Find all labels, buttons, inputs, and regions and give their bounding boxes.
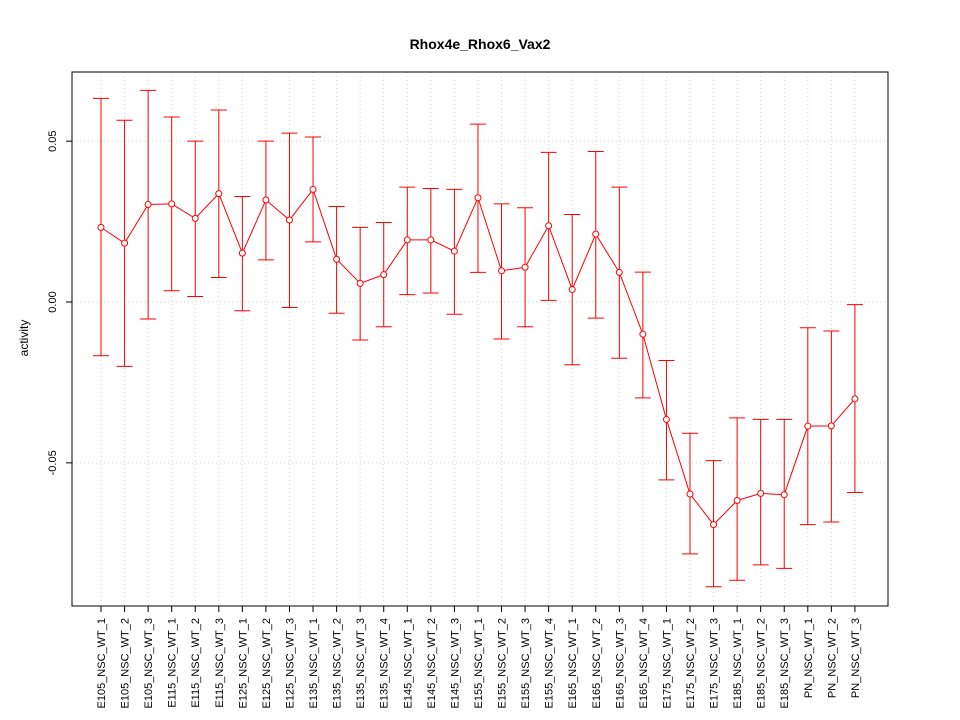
data-point (262, 196, 270, 204)
data-point (215, 190, 223, 198)
data-point (144, 201, 152, 209)
data-point (639, 330, 647, 338)
x-tick-label: PN_NSC_WT_3 (850, 618, 862, 698)
x-tick-label: E175_NSC_WT_2 (685, 618, 697, 709)
x-tick-label: E145_NSC_WT_3 (449, 618, 461, 709)
x-tick-label: E125_NSC_WT_1 (237, 618, 249, 709)
data-point (662, 415, 670, 423)
plot-frame (71, 71, 889, 607)
x-tick-label: E165_NSC_WT_2 (591, 618, 603, 709)
x-tick-label: E165_NSC_WT_4 (638, 618, 650, 709)
data-point (121, 239, 129, 247)
axes: -0.05 0.00 0.05 E105_NSC_WT_1 E105_NSC_WT_2 E… (47, 130, 862, 708)
x-tick-label: PN_NSC_WT_2 (826, 618, 838, 698)
x-tick-label: E125_NSC_WT_2 (261, 618, 273, 709)
data-point (97, 223, 105, 231)
data-point (686, 490, 694, 498)
x-tick-label: E185_NSC_WT_1 (732, 618, 744, 709)
x-tick-label: E135_NSC_WT_3 (355, 618, 367, 709)
data-point (545, 222, 553, 230)
y-axis-label: activity (17, 320, 31, 357)
x-tick-label: E135_NSC_WT_2 (332, 618, 344, 709)
data-point (450, 247, 458, 255)
grid-lines (72, 72, 888, 606)
data-point (356, 279, 364, 287)
chart-title: Rhox4e_Rhox6_Vax2 (410, 36, 551, 52)
data-point (309, 185, 317, 193)
x-tick-label: E115_NSC_WT_2 (190, 618, 202, 708)
x-tick-label: E145_NSC_WT_1 (402, 618, 414, 709)
data-point (757, 489, 765, 497)
x-tick-label: PN_NSC_WT_1 (803, 618, 815, 698)
x-tick-label: E175_NSC_WT_3 (709, 618, 721, 709)
x-tick-label: E135_NSC_WT_4 (379, 618, 391, 709)
data-point (615, 268, 623, 276)
data-point (827, 422, 835, 430)
y-tick-label: 0.05 (47, 130, 59, 151)
x-tick-label: E185_NSC_WT_3 (779, 618, 791, 709)
data-point (191, 214, 199, 222)
data-point (474, 194, 482, 202)
data-point (403, 236, 411, 244)
data-point (498, 267, 506, 275)
x-tick-label: E105_NSC_WT_2 (120, 618, 132, 709)
data-point (333, 255, 341, 263)
x-tick-label: E155_NSC_WT_2 (497, 618, 509, 709)
y-tick-label: -0.05 (47, 450, 59, 475)
x-tick-label: E165_NSC_WT_3 (614, 618, 626, 709)
x-tick-label: E115_NSC_WT_3 (214, 618, 226, 708)
x-tick-label: E105_NSC_WT_3 (143, 618, 155, 709)
x-tick-label: E175_NSC_WT_1 (661, 618, 673, 709)
x-tick-label: E165_NSC_WT_1 (567, 618, 579, 709)
x-tick-label: E105_NSC_WT_1 (96, 618, 108, 709)
x-tick-label: E115_NSC_WT_1 (167, 618, 179, 708)
x-tick-label: E145_NSC_WT_2 (426, 618, 438, 709)
series-layer (93, 89, 863, 588)
data-point (285, 216, 293, 224)
x-tick-label: E155_NSC_WT_3 (520, 618, 532, 709)
x-tick-label: E155_NSC_WT_4 (544, 618, 556, 709)
x-tick-label: E155_NSC_WT_1 (473, 618, 485, 709)
data-point (780, 491, 788, 499)
data-point (592, 230, 600, 238)
data-point (851, 395, 859, 403)
y-tick-label: 0.00 (47, 291, 59, 312)
data-point (710, 521, 718, 529)
data-point (238, 249, 246, 257)
data-point (521, 263, 529, 271)
data-point (427, 236, 435, 244)
data-point (568, 285, 576, 293)
data-point (733, 496, 741, 504)
x-tick-label: E125_NSC_WT_3 (284, 618, 296, 709)
data-point (380, 271, 388, 279)
data-point (804, 422, 812, 430)
x-tick-label: E135_NSC_WT_1 (308, 618, 320, 709)
x-tick-label: E185_NSC_WT_2 (756, 618, 768, 709)
data-point (168, 200, 176, 208)
